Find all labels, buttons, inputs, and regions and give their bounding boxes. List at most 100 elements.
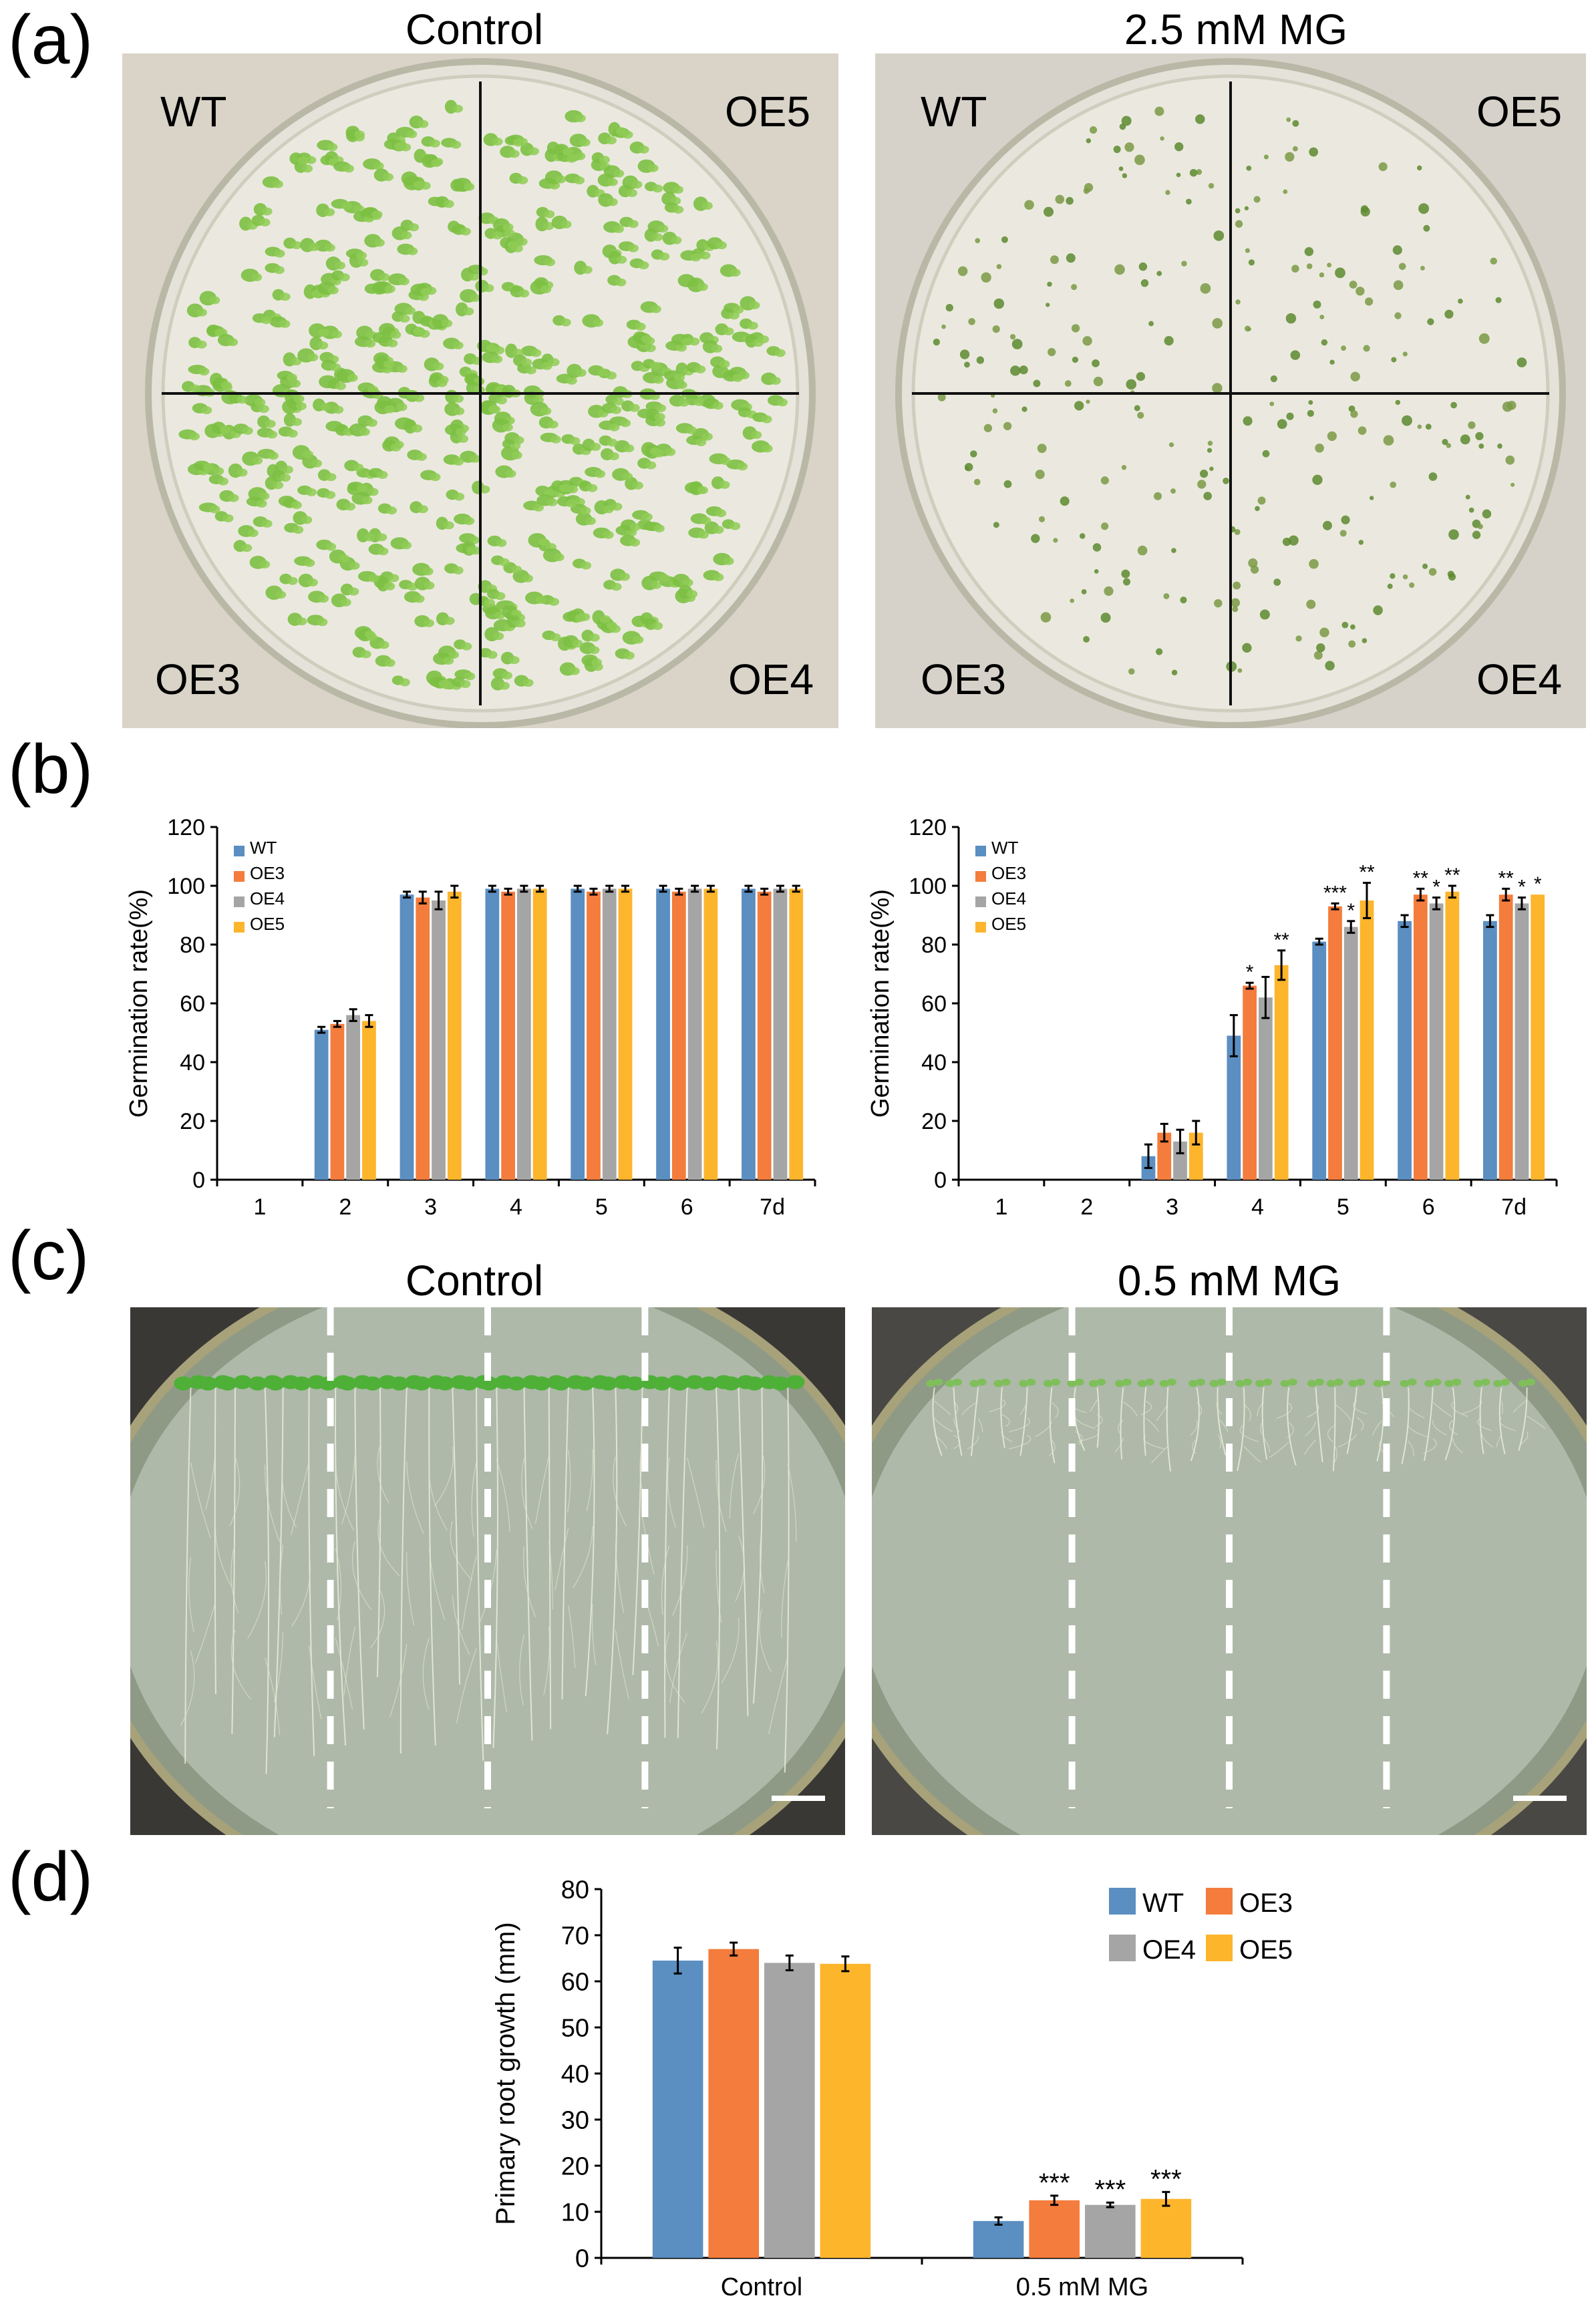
y-tick-label: 20 <box>180 1109 205 1134</box>
bar <box>1157 1132 1172 1180</box>
x-tick-label: 7d <box>1501 1194 1527 1220</box>
bar <box>1085 2204 1136 2258</box>
significance-label: * <box>1518 876 1526 898</box>
y-tick-label: 10 <box>561 2198 589 2226</box>
bar <box>1398 921 1412 1180</box>
seedlings <box>926 1378 1546 1472</box>
bar <box>517 888 531 1180</box>
x-tick-label: Control <box>721 2273 803 2301</box>
quadrant-label-wt: WT <box>160 88 227 136</box>
root-growth-chart: 0 10 20 30 40 50 60 70 80 Control 0.5 mM MG Primary… <box>491 1876 1293 2301</box>
bar <box>447 891 462 1180</box>
y-tick-label: 80 <box>921 933 947 958</box>
legend-label: OE3 <box>250 863 285 883</box>
legend-swatch <box>234 922 245 933</box>
x-tick-label: 5 <box>1337 1194 1349 1220</box>
seedlings <box>178 100 788 691</box>
bar <box>602 888 617 1180</box>
y-tick-label: 100 <box>909 874 947 899</box>
legend-swatch <box>1109 1888 1136 1915</box>
bar <box>1429 903 1444 1180</box>
quadrant-label-oe4: OE4 <box>728 655 814 703</box>
bar <box>671 891 686 1180</box>
plate-c-mg-title: 0.5 mM MG <box>1117 1257 1341 1305</box>
y-tick-label: 20 <box>561 2152 589 2180</box>
bar <box>764 1963 815 2258</box>
bar <box>416 897 430 1180</box>
bar <box>757 891 772 1180</box>
bar <box>1227 1035 1241 1180</box>
quadrant-label-oe5: OE5 <box>725 88 811 136</box>
legend-label: OE3 <box>991 863 1026 883</box>
bar <box>973 2220 1024 2258</box>
y-axis-label: Germination rate(%) <box>125 889 153 1118</box>
significance-label: ** <box>1498 867 1514 889</box>
bar <box>314 1029 329 1180</box>
petri-dish-graphic <box>872 1307 1587 1835</box>
germination-chart-control: 0 20 40 60 80 100 120 1 2 3 4 5 6 7d Germination rate(… <box>125 815 816 1220</box>
bar <box>1483 921 1497 1180</box>
panel-d-letter: (d) <box>8 1838 94 1916</box>
legend-label: OE5 <box>1239 1935 1293 1965</box>
bar <box>618 888 633 1180</box>
quadrant-label-wt: WT <box>921 88 987 136</box>
plate-photo-a-control <box>122 53 838 728</box>
y-tick-label: 50 <box>561 2014 589 2042</box>
significance-label: ** <box>1413 867 1429 889</box>
bar <box>571 888 585 1180</box>
y-tick-label: 0 <box>934 1168 947 1193</box>
legend-swatch <box>234 846 245 856</box>
legend-swatch <box>975 846 986 856</box>
bar <box>485 888 500 1180</box>
bar <box>742 888 756 1180</box>
y-tick-label: 20 <box>921 1109 947 1134</box>
bar <box>330 1023 345 1180</box>
panel-a-letter: (a) <box>8 1 94 79</box>
legend-swatch <box>975 896 986 907</box>
bar <box>1029 2200 1080 2258</box>
bar <box>687 888 702 1180</box>
x-tick-label: 0.5 mM MG <box>1016 2273 1148 2301</box>
x-tick-label: 1 <box>995 1194 1007 1220</box>
plate-a-control-title: Control <box>405 5 544 53</box>
seedlings <box>174 1375 805 1774</box>
legend-swatch <box>234 871 245 882</box>
y-tick-label: 60 <box>921 991 947 1017</box>
bar <box>501 891 515 1180</box>
y-tick-label: 0 <box>192 1168 205 1193</box>
y-tick-label: 120 <box>167 815 205 840</box>
panel-b-letter: (b) <box>8 731 94 808</box>
quadrant-label-oe4: OE4 <box>1476 655 1563 703</box>
legend-swatch <box>1206 1888 1233 1915</box>
legend-swatch <box>975 871 986 882</box>
legend-label: OE4 <box>1142 1935 1196 1965</box>
legend-swatch <box>1109 1935 1136 1961</box>
bar <box>1413 894 1428 1180</box>
y-tick-label: 60 <box>561 1968 589 1996</box>
significance-label: * <box>1347 900 1355 922</box>
bar <box>587 891 601 1180</box>
bar <box>1243 985 1257 1180</box>
plate-photo-a-mg <box>875 53 1586 728</box>
y-tick-label: 40 <box>921 1050 947 1076</box>
y-tick-label: 40 <box>180 1050 205 1076</box>
x-tick-label: 4 <box>1251 1194 1264 1220</box>
y-tick-label: 60 <box>180 991 205 1017</box>
x-tick-label: 6 <box>681 1194 693 1220</box>
legend-label: OE5 <box>991 914 1026 934</box>
x-tick-label: 5 <box>595 1194 608 1220</box>
bar <box>656 888 670 1180</box>
legend-label: WT <box>991 838 1019 858</box>
y-tick-label: 30 <box>561 2106 589 2134</box>
bar <box>1531 894 1545 1180</box>
y-tick-label: 70 <box>561 1922 589 1950</box>
significance-label: * <box>1432 876 1440 898</box>
significance-label: * <box>1246 961 1254 983</box>
bar <box>652 1960 703 2258</box>
bar <box>1274 965 1289 1180</box>
x-tick-label: 2 <box>1080 1194 1093 1220</box>
y-tick-label: 80 <box>180 933 205 958</box>
bar <box>1312 941 1327 1180</box>
petri-dish-graphic <box>895 58 1566 728</box>
x-tick-label: 7d <box>760 1194 785 1220</box>
